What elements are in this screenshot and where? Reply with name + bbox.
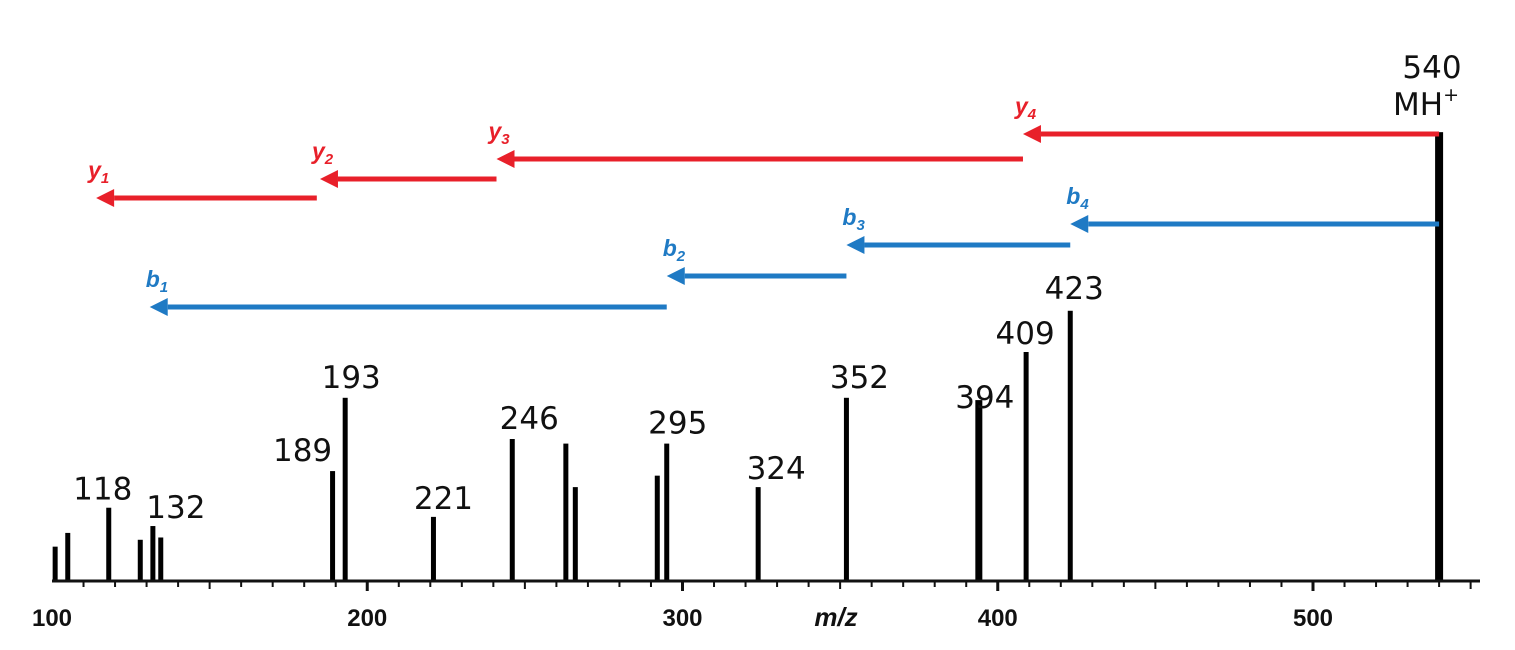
peak-bar-9 bbox=[509, 439, 515, 581]
peak-bar-0 bbox=[52, 546, 58, 581]
x-tick-label-200: 200 bbox=[347, 605, 387, 632]
x-ticks: 100 200 300 400 500 bbox=[32, 581, 1472, 632]
precursor-label: 540 MH+ bbox=[1393, 50, 1462, 123]
peak-bar-5 bbox=[158, 537, 164, 581]
peak-label-189: 189 bbox=[273, 433, 332, 469]
peak-label-221: 221 bbox=[414, 481, 473, 517]
y-ion-label-4: y4 bbox=[1014, 93, 1037, 123]
y-ion-label-3: y3 bbox=[488, 118, 511, 148]
peak-label-394: 394 bbox=[955, 380, 1014, 416]
peak-bar-10 bbox=[563, 443, 569, 581]
x-axis-label: m/z bbox=[814, 602, 857, 632]
peak-label-193: 193 bbox=[322, 360, 381, 396]
precursor-ion: MH+ bbox=[1393, 84, 1459, 123]
peak-bar-6 bbox=[330, 471, 336, 581]
peak-label-352: 352 bbox=[830, 360, 889, 396]
peak-labels: 118 132 189 193 221 246 295 324 352 394 409 423 bbox=[73, 271, 1104, 526]
peak-bar-15 bbox=[843, 397, 849, 581]
x-tick-label-500: 500 bbox=[1293, 605, 1333, 632]
y-ion-arrowhead-1 bbox=[96, 189, 115, 207]
b-ion-arrowhead-2 bbox=[666, 267, 685, 285]
peak-bar-13 bbox=[664, 443, 670, 581]
precursor-mz: 540 bbox=[1402, 50, 1461, 86]
x-tick-label-300: 300 bbox=[662, 605, 702, 632]
x-tick-label-400: 400 bbox=[978, 605, 1018, 632]
peak-label-423: 423 bbox=[1045, 271, 1104, 307]
y-ion-label-1: y1 bbox=[87, 157, 109, 187]
peaks-layer bbox=[52, 132, 1444, 581]
peak-label-132: 132 bbox=[146, 490, 205, 526]
x-tick-label-100: 100 bbox=[32, 605, 72, 632]
y-ion-label-2: y2 bbox=[311, 138, 334, 168]
peak-label-409: 409 bbox=[996, 316, 1055, 352]
peak-label-295: 295 bbox=[648, 406, 707, 442]
peak-bar-7 bbox=[342, 397, 348, 581]
peak-bar-1 bbox=[65, 532, 71, 581]
peak-label-118: 118 bbox=[73, 472, 132, 508]
b-ion-arrowhead-4 bbox=[1070, 215, 1089, 233]
b-ion-label-4: b4 bbox=[1066, 183, 1089, 213]
peak-bar-17 bbox=[1023, 352, 1029, 581]
peak-bar-14 bbox=[755, 487, 761, 581]
peak-bar-19 bbox=[1435, 132, 1444, 581]
y-ion-arrowhead-3 bbox=[496, 150, 515, 168]
y-ion-arrowhead-2 bbox=[319, 170, 338, 188]
b-ion-arrowhead-3 bbox=[846, 236, 865, 254]
peak-bar-8 bbox=[430, 516, 436, 581]
b-ion-label-2: b2 bbox=[663, 235, 686, 265]
b-ion-label-1: b1 bbox=[146, 266, 168, 296]
peak-bar-4 bbox=[150, 526, 156, 581]
peak-label-246: 246 bbox=[500, 401, 559, 437]
b-ion-label-3: b3 bbox=[842, 204, 865, 234]
peak-bar-16 bbox=[975, 400, 983, 581]
b-ion-arrowhead-1 bbox=[149, 298, 168, 316]
fragment-ion-arrows: y1 y2 y3 y4 b1 b2 b3 b4 bbox=[87, 93, 1440, 316]
peak-bar-18 bbox=[1067, 310, 1073, 581]
peak-bar-2 bbox=[106, 507, 112, 581]
peak-bar-12 bbox=[654, 475, 660, 581]
peak-label-324: 324 bbox=[747, 451, 806, 487]
y-ion-arrowhead-4 bbox=[1022, 125, 1041, 143]
peak-bar-3 bbox=[137, 539, 143, 581]
peak-bar-11 bbox=[572, 487, 578, 581]
